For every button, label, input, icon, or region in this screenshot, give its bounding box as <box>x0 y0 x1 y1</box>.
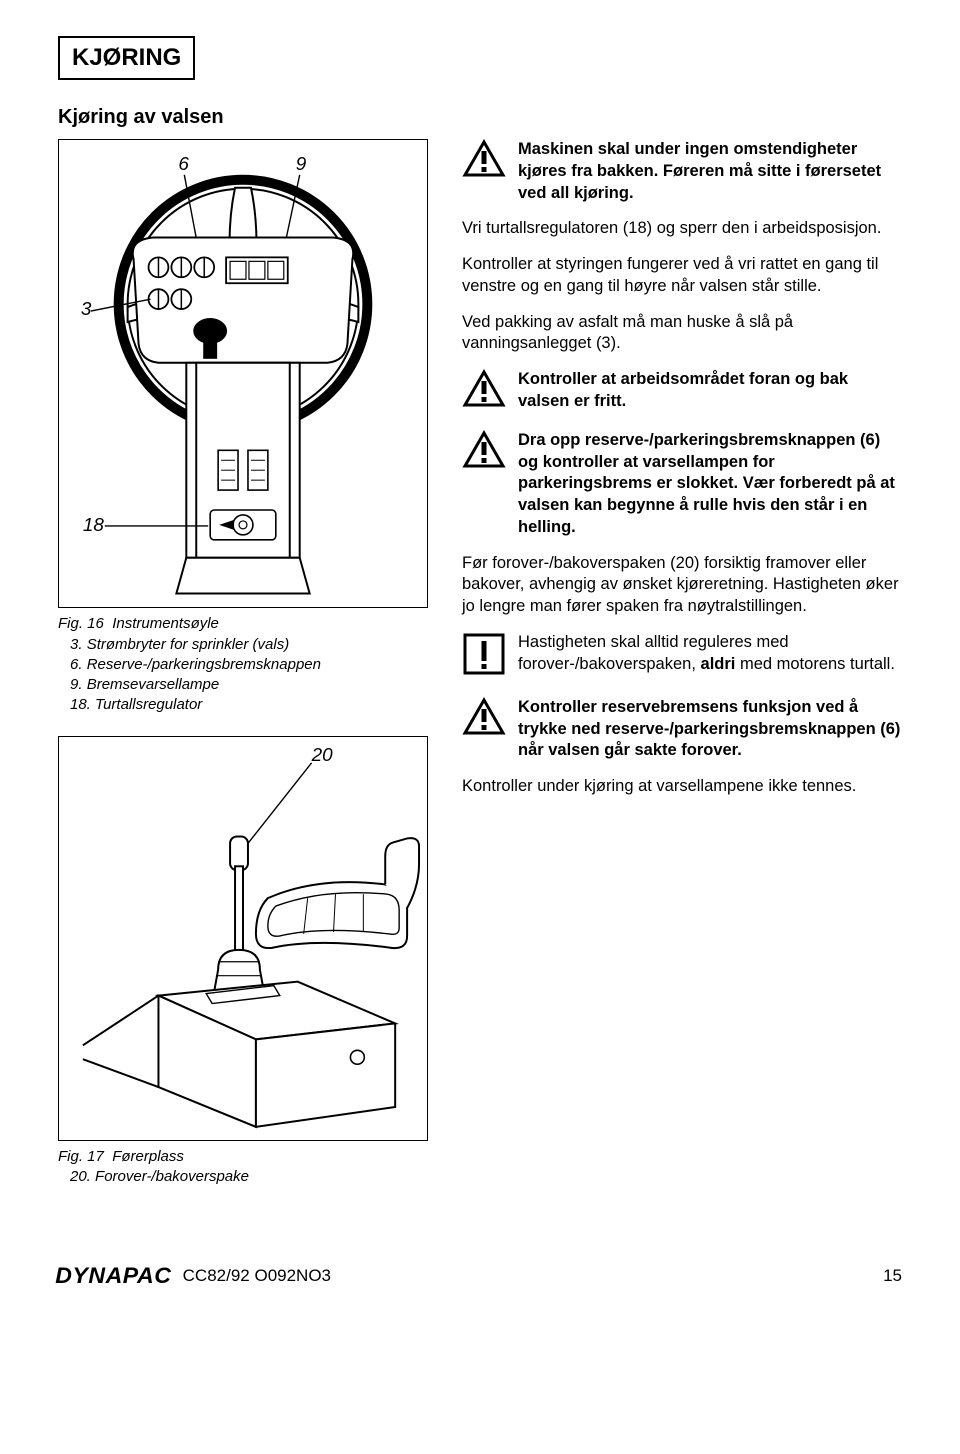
paragraph-1: Vri turtallsregulatoren (18) og sperr de… <box>462 218 902 240</box>
fig17-label: Fig. 17 <box>58 1148 104 1165</box>
brand-logo: DYNAPAC <box>55 1263 171 1289</box>
fig16-item-3: 3. Strømbryter for sprinkler (vals) <box>70 635 428 655</box>
warning-1: Maskinen skal under ingen omstendigheter… <box>462 139 902 204</box>
warning-triangle-icon <box>462 697 506 744</box>
fig16-title: Instrumentsøyle <box>112 615 219 632</box>
info-square-icon <box>462 632 506 683</box>
fig16-item-6: 6. Reserve-/parkeringsbremsknappen <box>70 655 428 675</box>
warning-triangle-icon <box>462 369 506 416</box>
figure-16-box: 6 9 <box>58 139 428 608</box>
warning-3-text: Dra opp reserve-/parkeringsbremsknappen … <box>518 430 902 539</box>
warning-triangle-icon <box>462 430 506 477</box>
fig16-item-9: 9. Bremsevarsellampe <box>70 675 428 695</box>
page-footer: DYNAPAC CC82/92 O092NO3 15 <box>0 1263 960 1289</box>
warning-5: Kontroller reservebremsens funksjon ved … <box>462 697 902 762</box>
callout-9: 9 <box>296 154 307 175</box>
page-title-box: KJØRING <box>58 36 195 80</box>
warning-1-text: Maskinen skal under ingen omstendigheter… <box>518 139 902 204</box>
callout-20: 20 <box>311 745 333 766</box>
figure-17-caption: Fig. 17 Førerplass 20. Forover-/bakovers… <box>58 1147 428 1188</box>
figure-16-caption: Fig. 16 Instrumentsøyle 3. Strømbryter f… <box>58 614 428 715</box>
figure-17-illustration: 20 <box>59 737 427 1140</box>
figure-17-box: 20 <box>58 736 428 1141</box>
warning-3: Dra opp reserve-/parkeringsbremsknappen … <box>462 430 902 539</box>
paragraph-4: Før forover-/bakoverspaken (20) forsikti… <box>462 553 902 618</box>
warning-2-text: Kontroller at arbeidsområdet foran og ba… <box>518 369 902 413</box>
warning-5-text: Kontroller reservebremsens funksjon ved … <box>518 697 902 762</box>
callout-18: 18 <box>83 515 104 536</box>
section-subheading: Kjøring av valsen <box>58 106 902 129</box>
fig17-title: Førerplass <box>112 1148 184 1165</box>
page-title: KJØRING <box>72 44 181 72</box>
page-number: 15 <box>883 1266 902 1286</box>
paragraph-3: Ved pakking av asfalt må man huske å slå… <box>462 312 902 356</box>
fig17-item-20: 20. Forover-/bakoverspake <box>70 1167 428 1187</box>
info-1-text: Hastigheten skal alltid reguleres med fo… <box>518 632 902 676</box>
warning-2: Kontroller at arbeidsområdet foran og ba… <box>462 369 902 416</box>
warning-triangle-icon <box>462 139 506 186</box>
callout-6: 6 <box>178 154 189 175</box>
figure-16-illustration: 6 9 <box>59 140 427 607</box>
paragraph-5: Kontroller under kjøring at varsellampen… <box>462 776 902 798</box>
doc-code: CC82/92 O092NO3 <box>183 1266 331 1286</box>
info-1: Hastigheten skal alltid reguleres med fo… <box>462 632 902 683</box>
paragraph-2: Kontroller at styringen fungerer ved å v… <box>462 254 902 298</box>
fig16-label: Fig. 16 <box>58 615 104 632</box>
callout-3: 3 <box>81 299 92 320</box>
fig16-item-18: 18. Turtallsregulator <box>70 695 428 715</box>
